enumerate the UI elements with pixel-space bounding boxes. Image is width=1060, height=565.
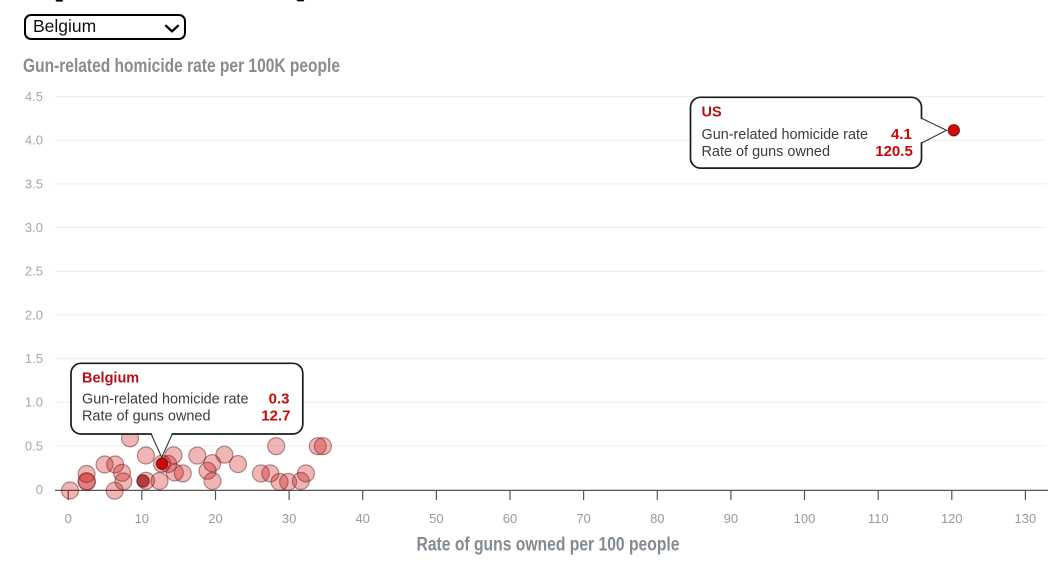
svg-text:110: 110 [868,511,889,526]
svg-text:Rate of guns owned: Rate of guns owned [82,408,211,425]
svg-text:4.5: 4.5 [25,89,43,104]
svg-text:3.5: 3.5 [25,176,43,191]
svg-text:50: 50 [429,511,443,526]
svg-text:0.5: 0.5 [25,438,43,453]
svg-text:1.5: 1.5 [25,351,43,366]
svg-text:0.3: 0.3 [269,390,290,407]
svg-text:40: 40 [355,511,369,526]
svg-text:Rate of guns owned per 100 peo: Rate of guns owned per 100 people [417,535,680,556]
svg-text:20: 20 [208,511,222,526]
svg-text:4.1: 4.1 [891,126,912,143]
svg-text:70: 70 [576,511,590,526]
svg-text:60: 60 [503,511,517,526]
svg-text:Rate of guns owned: Rate of guns owned [702,143,831,160]
svg-text:130: 130 [1015,511,1037,526]
svg-text:80: 80 [650,511,664,526]
svg-text:Belgium: Belgium [82,370,139,386]
svg-text:2.5: 2.5 [25,264,43,279]
svg-text:120.5: 120.5 [875,143,913,160]
svg-text:100: 100 [794,511,816,526]
svg-text:10: 10 [135,511,149,526]
svg-text:120: 120 [941,511,963,526]
svg-text:Gun-related homicide rate per: Gun-related homicide rate per 100K peopl… [23,56,340,77]
svg-text:2.0: 2.0 [25,307,43,322]
svg-text:90: 90 [724,511,738,526]
svg-text:Gun-related homicide rate: Gun-related homicide rate [702,126,869,143]
svg-text:12.7: 12.7 [261,408,290,425]
svg-text:3.0: 3.0 [25,220,43,235]
svg-text:4.0: 4.0 [25,133,43,148]
svg-text:0: 0 [36,482,43,497]
svg-text:US: US [702,104,722,120]
svg-text:0: 0 [65,511,72,526]
svg-text:Gun-related homicide rate: Gun-related homicide rate [82,390,249,407]
svg-text:1.0: 1.0 [25,395,43,410]
svg-text:30: 30 [282,511,296,526]
